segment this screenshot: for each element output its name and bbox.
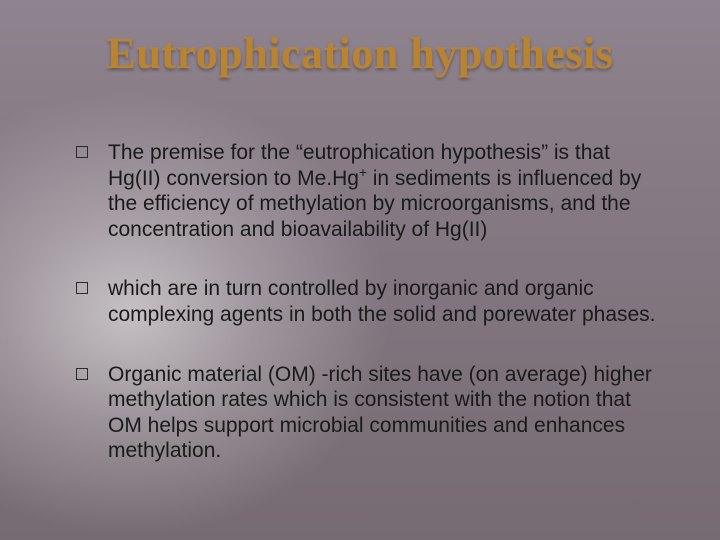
slide-body: The premise for the “eutrophication hypo… bbox=[76, 140, 660, 498]
bullet-item: Organic material (OM) -rich sites have (… bbox=[76, 362, 660, 464]
bullet-square-icon bbox=[76, 146, 88, 158]
bullet-item: The premise for the “eutrophication hypo… bbox=[76, 140, 660, 242]
bullet-square-icon bbox=[76, 282, 88, 294]
bullet-text: The premise for the “eutrophication hypo… bbox=[108, 140, 660, 242]
bullet-text: Organic material (OM) -rich sites have (… bbox=[108, 362, 660, 464]
bullet-text: which are in turn controlled by inorgani… bbox=[108, 276, 660, 327]
slide-title: Eutrophication hypothesis bbox=[0, 28, 720, 79]
bullet-item: which are in turn controlled by inorgani… bbox=[76, 276, 660, 327]
slide: Eutrophication hypothesis The premise fo… bbox=[0, 0, 720, 540]
bullet-square-icon bbox=[76, 368, 88, 380]
